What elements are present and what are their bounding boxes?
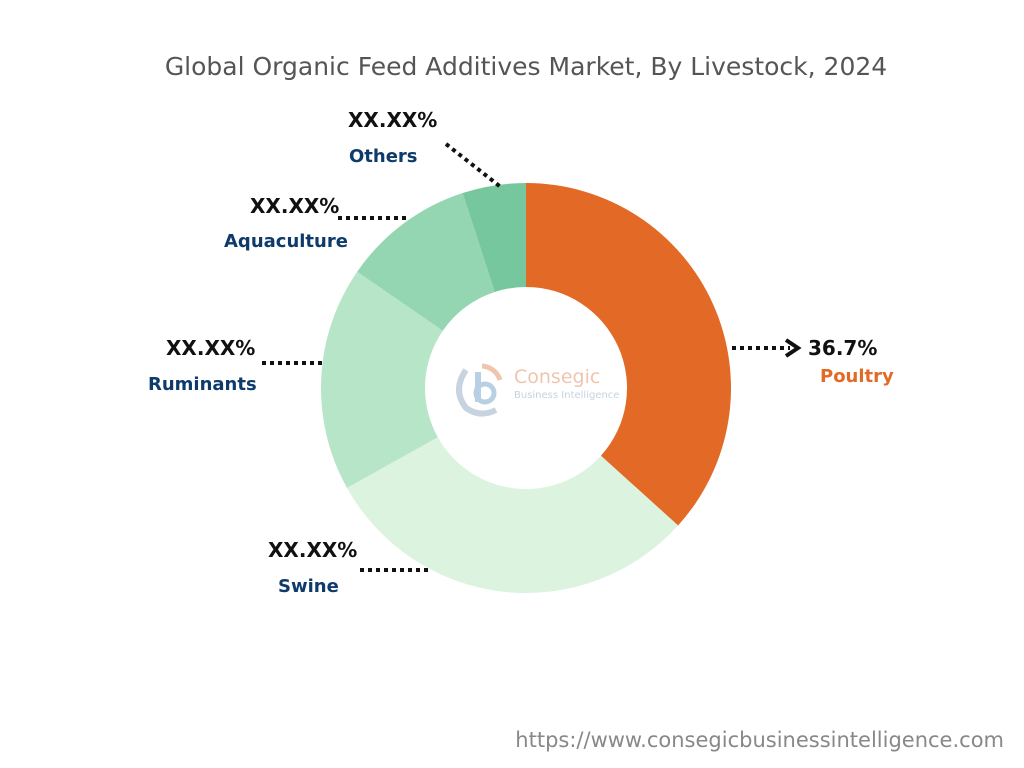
value-label-poultry: 36.7% <box>808 336 878 360</box>
arrow-head-poultry <box>784 338 802 358</box>
category-label-ruminants: Ruminants <box>148 374 257 395</box>
category-label-swine: Swine <box>278 576 339 597</box>
category-label-aquaculture: Aquaculture <box>224 231 348 252</box>
footer-url: https://www.consegicbusinessintelligence… <box>515 728 1004 752</box>
value-label-ruminants: XX.XX% <box>166 336 256 360</box>
value-label-swine: XX.XX% <box>268 538 358 562</box>
leader-line-others <box>444 142 504 190</box>
slice-aquaculture <box>357 193 495 331</box>
category-label-others: Others <box>349 146 418 167</box>
chart-title: Global Organic Feed Additives Market, By… <box>164 52 888 81</box>
logo-brand: Consegic <box>514 366 601 388</box>
slice-swine <box>346 437 679 593</box>
category-label-poultry: Poultry <box>820 366 894 387</box>
slice-poultry <box>526 183 732 526</box>
slice-others <box>462 183 526 292</box>
value-label-others: XX.XX% <box>348 108 438 132</box>
watermark-logo: Consegic Business Intelligence <box>452 360 619 424</box>
logo-icon <box>456 363 503 417</box>
logo-sub: Business Intelligence <box>514 390 620 401</box>
slice-ruminants <box>320 271 443 488</box>
value-label-aquaculture: XX.XX% <box>250 194 340 218</box>
leader-lines <box>262 142 790 572</box>
